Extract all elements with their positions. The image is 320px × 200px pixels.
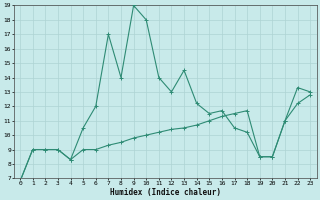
X-axis label: Humidex (Indice chaleur): Humidex (Indice chaleur) <box>110 188 220 197</box>
